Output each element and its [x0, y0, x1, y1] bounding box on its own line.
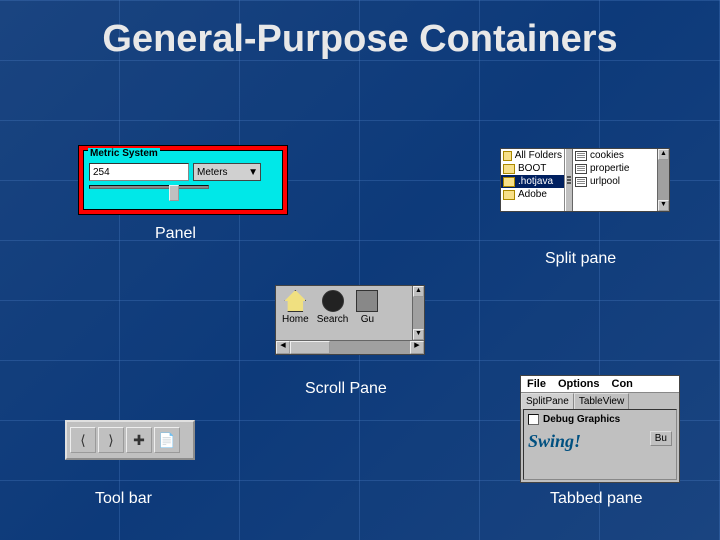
scroll-left-button[interactable]: ◀ — [276, 341, 290, 354]
document-button[interactable]: 📄 — [154, 427, 180, 453]
scroll-item[interactable]: Search — [317, 290, 349, 340]
scrollpane-widget: Home Search Gu ▲ ▼ ◀ ▶ — [275, 285, 425, 355]
folder-item[interactable]: BOOT — [501, 162, 564, 175]
unit-dropdown[interactable]: Meters ▼ — [193, 163, 261, 181]
file-list[interactable]: cookies propertie urlpool — [573, 149, 657, 211]
splitpane-widget: All Folders BOOT .hotjava Adobe cookies … — [500, 148, 670, 212]
scroll-right-button[interactable]: ▶ — [410, 341, 424, 354]
folder-item[interactable]: Adobe — [501, 188, 564, 201]
scroll-item[interactable]: Home — [282, 290, 309, 340]
scroll-content[interactable]: Home Search Gu — [276, 286, 412, 340]
menu-file[interactable]: File — [521, 376, 552, 392]
menu-options[interactable]: Options — [552, 376, 606, 392]
folder-item[interactable]: All Folders — [501, 149, 564, 162]
add-button[interactable]: ✚ — [126, 427, 152, 453]
horizontal-scrollbar[interactable]: ◀ ▶ — [276, 340, 424, 354]
folder-tree[interactable]: All Folders BOOT .hotjava Adobe — [501, 149, 565, 211]
file-icon — [575, 164, 587, 174]
scroll-up-button[interactable]: ▲ — [413, 286, 424, 297]
menu-bar: File Options Con — [521, 376, 679, 393]
file-item[interactable]: propertie — [573, 162, 657, 175]
value-input[interactable]: 254 — [89, 163, 189, 181]
panel-widget: Metric System 254 Meters ▼ — [78, 145, 288, 215]
slide-title: General-Purpose Containers — [0, 18, 720, 61]
folder-icon — [503, 164, 515, 174]
scroll-down-button[interactable]: ▼ — [413, 329, 424, 340]
debug-label: Debug Graphics — [543, 414, 620, 425]
folder-icon — [503, 190, 515, 200]
small-button[interactable]: Bu — [650, 431, 672, 446]
scroll-thumb[interactable] — [290, 341, 330, 354]
home-icon — [284, 290, 306, 312]
toolbar-caption: Tool bar — [95, 490, 152, 508]
splitpane-caption: Split pane — [545, 250, 616, 268]
scroll-down-button[interactable]: ▼ — [658, 200, 669, 211]
tab-tableview[interactable]: TableView — [574, 393, 629, 409]
file-icon — [575, 177, 587, 187]
scroll-item[interactable]: Gu — [356, 290, 378, 340]
panel-group-label: Metric System — [88, 148, 160, 159]
brand-label: Swing! — [528, 431, 581, 451]
forward-button[interactable]: ⟩ — [98, 427, 124, 453]
folder-item-selected[interactable]: .hotjava — [501, 175, 564, 188]
scroll-up-button[interactable]: ▲ — [658, 149, 669, 160]
value-slider[interactable] — [89, 185, 209, 201]
tabbedpane-caption: Tabbed pane — [550, 490, 643, 508]
tab-content: Debug Graphics Swing! Bu — [523, 409, 677, 480]
tab-strip: SplitPane TableView — [521, 393, 679, 409]
tabbedpane-widget: File Options Con SplitPane TableView Deb… — [520, 375, 680, 483]
slider-thumb[interactable] — [169, 185, 179, 201]
vertical-scrollbar[interactable]: ▲ ▼ — [412, 286, 424, 340]
toolbar-widget: ⟨ ⟩ ✚ 📄 — [65, 420, 195, 460]
menu-con[interactable]: Con — [606, 376, 639, 392]
file-item[interactable]: cookies — [573, 149, 657, 162]
scrollpane-caption: Scroll Pane — [305, 380, 387, 398]
unit-selected: Meters — [197, 167, 228, 178]
back-button[interactable]: ⟨ — [70, 427, 96, 453]
split-handle[interactable] — [565, 149, 573, 211]
chevron-down-icon: ▼ — [248, 167, 258, 178]
file-item[interactable]: urlpool — [573, 175, 657, 188]
guide-icon — [356, 290, 378, 312]
folder-icon — [503, 177, 515, 187]
vertical-scrollbar[interactable]: ▲ ▼ — [657, 149, 669, 211]
folder-icon — [503, 151, 512, 161]
debug-checkbox[interactable] — [528, 414, 539, 425]
search-icon — [322, 290, 344, 312]
panel-caption: Panel — [155, 225, 196, 243]
file-icon — [575, 151, 587, 161]
tab-splitpane[interactable]: SplitPane — [521, 393, 574, 409]
